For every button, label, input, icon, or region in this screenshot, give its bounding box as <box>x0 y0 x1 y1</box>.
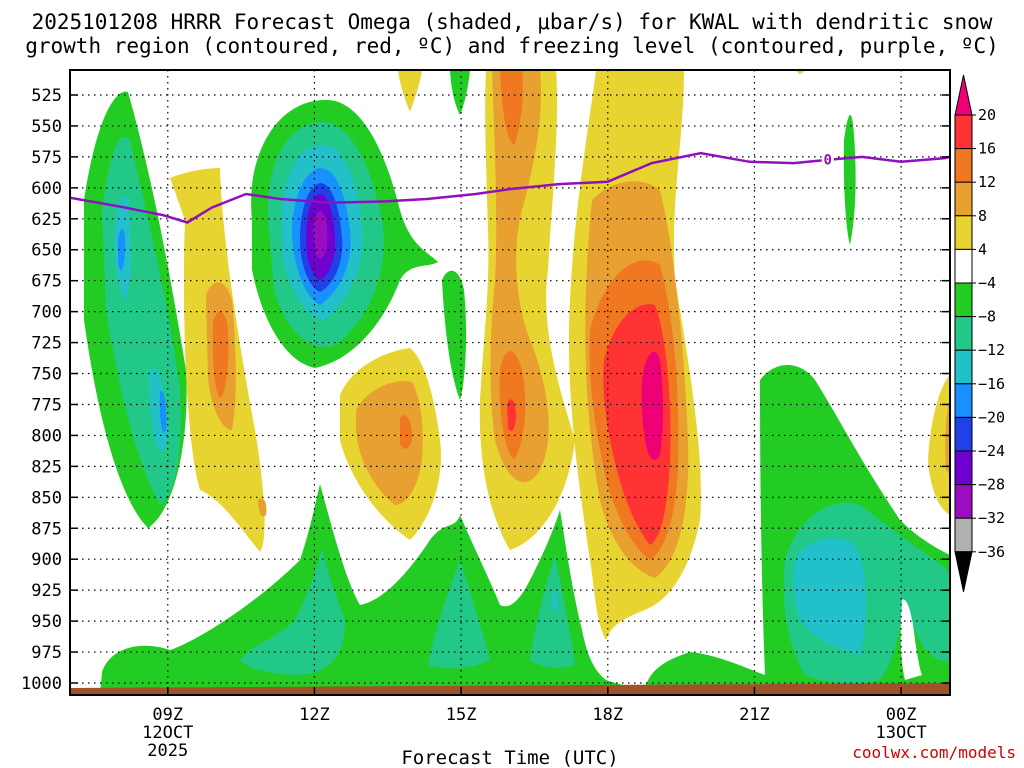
x-tick-date: 13OCT <box>876 723 927 743</box>
x-tick-label: 21Z <box>739 705 770 725</box>
colorbar-swatch <box>954 383 973 418</box>
x-tick-date: 12OCT <box>142 723 193 743</box>
colorbar-label: 4 <box>978 240 987 258</box>
colorbar-swatch <box>954 484 973 519</box>
colorbar-label: −12 <box>978 341 1005 359</box>
colorbar-top-arrow <box>954 74 973 116</box>
colorbar: 20 16 12 8 4 −4 −8 −12 −16 −20 −24 −28 −32 −36 <box>954 74 1005 592</box>
y-tick-label: 800 <box>31 426 62 446</box>
colorbar-swatch <box>954 215 973 250</box>
y-tick-label: 925 <box>31 581 62 601</box>
x-tick-label: 18Z <box>592 705 623 725</box>
chart-title-line1: 2025101208 HRRR Forecast Omega (shaded, … <box>32 10 993 34</box>
omega-shading <box>84 70 950 695</box>
colorbar-label: 12 <box>978 173 996 191</box>
y-tick-label: 950 <box>31 612 62 632</box>
colorbar-label: −16 <box>978 375 1005 393</box>
omega-region-f-20 <box>641 351 663 460</box>
omega-lowlevel-16c <box>552 589 558 613</box>
colorbar-label: 16 <box>978 140 996 158</box>
x-axis-label: Forecast Time (UTC) <box>401 747 618 768</box>
colorbar-label: −4 <box>978 274 996 292</box>
colorbar-swatch <box>954 450 973 486</box>
ground-strip <box>70 683 950 695</box>
colorbar-swatch <box>954 282 973 318</box>
omega-region-d-8 <box>356 381 423 505</box>
y-tick-label: 900 <box>31 550 62 570</box>
omega-cell-mid-green <box>442 270 467 400</box>
y-tick-label: 875 <box>31 519 62 539</box>
colorbar-label: −20 <box>978 408 1005 426</box>
omega-lowlevel-12b <box>428 560 490 669</box>
y-tick-label: 775 <box>31 395 62 415</box>
colorbar-label: −36 <box>978 543 1005 561</box>
omega-region-right-4 <box>928 375 950 515</box>
omega-cell-upper-yellow-1 <box>398 70 422 112</box>
omega-region-a-20 <box>118 228 167 433</box>
colorbar-label: 8 <box>978 207 987 225</box>
freezing-level-label: 0 <box>824 152 832 168</box>
y-tick-label: 525 <box>31 86 62 106</box>
x-tick-label: 12Z <box>299 705 330 725</box>
y-tick-label: 850 <box>31 488 62 508</box>
omega-region-e-12 <box>499 70 526 460</box>
y-tick-label: 700 <box>31 303 62 323</box>
x-tick-label: 09Z <box>152 705 183 725</box>
y-tick-label: 575 <box>31 148 62 168</box>
omega-region-c-12 <box>212 311 229 398</box>
omega-region-e-16 <box>507 399 516 431</box>
colorbar-swatch <box>954 517 973 553</box>
omega-region-g-gap <box>900 599 922 680</box>
omega-cell-upper-green-2 <box>843 114 856 245</box>
colorbar-label: 20 <box>978 106 996 124</box>
colorbar-label: −8 <box>978 308 996 326</box>
plot-frame <box>69 69 951 696</box>
freezing-level-label-bg <box>821 151 834 166</box>
y-tick-label: 625 <box>31 210 62 230</box>
y-axis: 525 550 575 600 625 650 675 700 725 750 775 800 825 8… <box>21 86 950 694</box>
omega-region-d-12 <box>400 415 412 449</box>
colorbar-swatch <box>954 248 973 284</box>
y-tick-label: 750 <box>31 365 62 385</box>
x-tick-year: 2025 <box>147 741 188 761</box>
colorbar-swatch <box>954 181 973 217</box>
colorbar-swatch <box>954 349 973 385</box>
omega-region-g-12 <box>793 537 867 655</box>
y-tick-label: 550 <box>31 117 62 137</box>
y-tick-label: 1000 <box>21 674 62 694</box>
omega-region-b-28 <box>313 211 328 259</box>
colorbar-bottom-arrow <box>954 551 973 592</box>
y-tick-label: 675 <box>31 272 62 292</box>
y-tick-label: 600 <box>31 179 62 199</box>
omega-lowlevel-12c <box>530 555 575 668</box>
colorbar-swatch <box>954 416 973 452</box>
freezing-level-line <box>70 151 950 224</box>
y-tick-label: 825 <box>31 457 62 477</box>
omega-region-a-16 <box>114 196 168 453</box>
y-tick-label: 725 <box>31 334 62 354</box>
colorbar-swatch <box>954 316 973 351</box>
colorbar-swatch <box>954 114 973 150</box>
chart-title-line2: growth region (contoured, red, ºC) and f… <box>25 34 999 58</box>
colorbar-label: −28 <box>978 476 1005 494</box>
watermark: coolwx.com/models <box>852 743 1016 762</box>
colorbar-swatch <box>954 148 973 183</box>
y-tick-label: 975 <box>31 643 62 663</box>
omega-region-right-8 <box>945 400 950 475</box>
x-tick-label: 00Z <box>886 705 917 725</box>
y-tick-label: 650 <box>31 241 62 261</box>
freezing-level-group: 0 <box>70 151 950 224</box>
omega-lowlevel-12 <box>240 548 345 675</box>
colorbar-label: −24 <box>978 442 1005 460</box>
omega-cell-upper-green-1 <box>450 70 470 115</box>
x-tick-label: 15Z <box>446 705 477 725</box>
grid-lines <box>70 70 950 695</box>
colorbar-label: −32 <box>978 509 1005 527</box>
